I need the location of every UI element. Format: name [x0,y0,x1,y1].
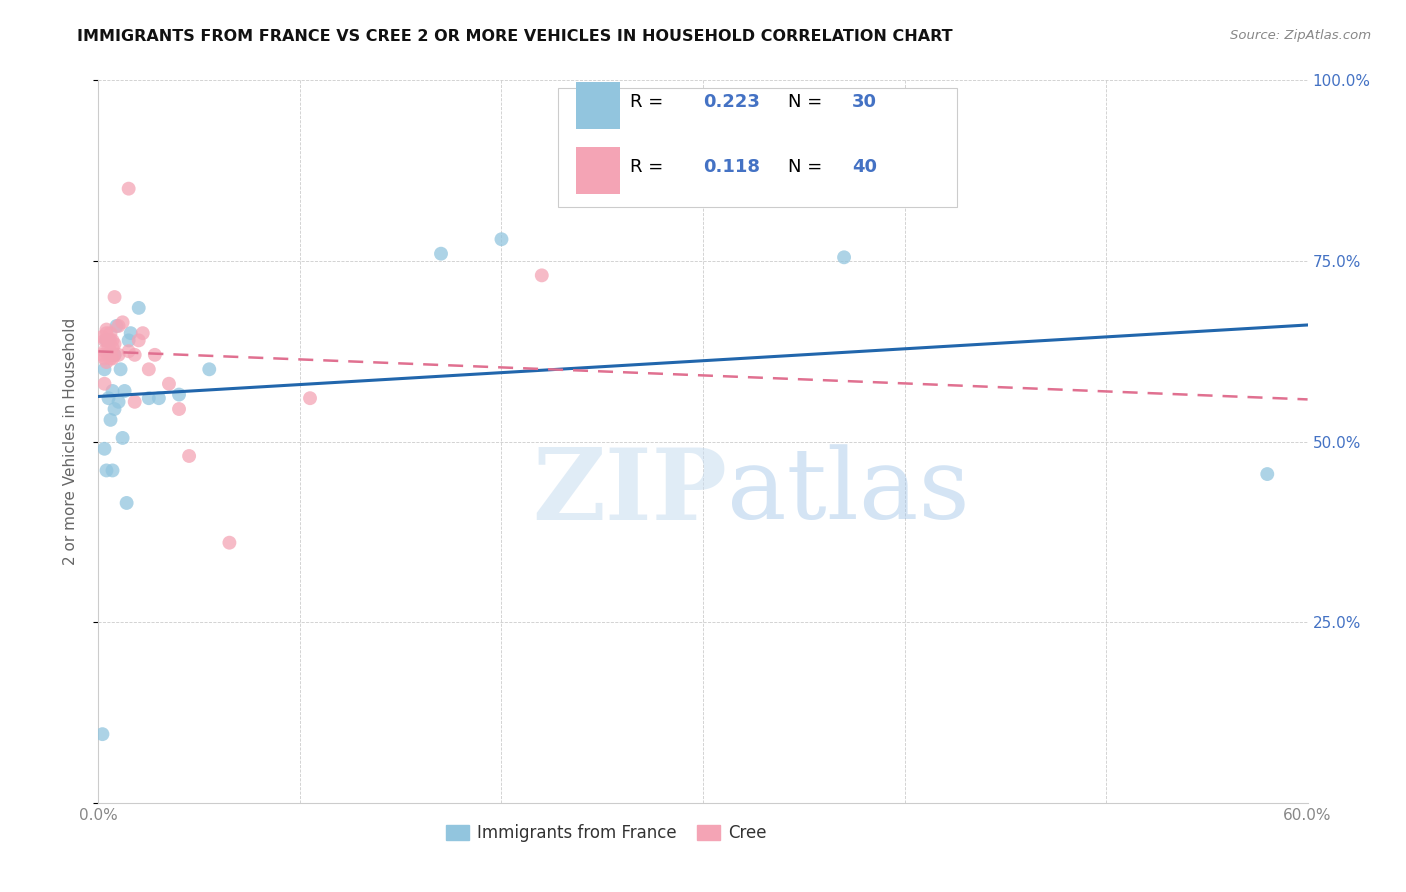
Point [96,463,118,477]
Text: N =: N = [787,158,828,176]
Point [91,348,114,362]
Point [179,449,201,463]
Point [530,268,553,283]
Point [124,348,146,362]
Point [101,463,124,477]
Point [128,301,150,315]
Point [103,402,125,417]
Point [93,362,115,376]
Point [103,337,125,351]
Point [132,326,155,340]
Point [299,391,322,405]
Point [101,351,124,366]
Point [120,326,142,340]
Point [100,326,122,340]
Point [91,330,114,344]
Point [218,535,240,549]
Point [103,348,125,362]
Point [103,290,125,304]
Text: 0.118: 0.118 [703,158,761,176]
Point [198,362,221,376]
Point [1256,467,1278,481]
Point [111,315,134,329]
Text: R =: R = [630,158,675,176]
Point [100,413,122,427]
Text: atlas: atlas [727,444,970,540]
Point [100,348,122,362]
Point [107,348,129,362]
Text: N =: N = [787,93,828,111]
Point [115,496,138,510]
Point [96,334,118,348]
Point [100,344,122,359]
Point [100,351,122,366]
Point [97,341,120,355]
Point [101,384,124,398]
Point [118,344,141,359]
Point [430,246,453,260]
Point [93,376,115,391]
FancyBboxPatch shape [576,82,620,128]
Point [118,334,141,348]
Point [107,318,129,333]
Point [97,348,120,362]
Point [103,348,125,362]
Text: 0.223: 0.223 [703,93,759,111]
Point [124,394,146,409]
Point [110,362,132,376]
Point [93,344,115,359]
FancyBboxPatch shape [576,147,620,194]
Point [138,362,160,376]
Text: Source: ZipAtlas.com: Source: ZipAtlas.com [1230,29,1371,42]
Point [105,318,128,333]
Point [93,334,115,348]
Text: 40: 40 [852,158,877,176]
Point [100,334,122,348]
Point [93,351,115,366]
FancyBboxPatch shape [558,87,957,207]
Text: 30: 30 [852,93,877,111]
Text: ZIP: ZIP [533,443,727,541]
Point [167,387,190,401]
Point [96,334,118,348]
Point [96,355,118,369]
Point [91,727,114,741]
Point [114,384,136,398]
Point [97,391,120,405]
Point [96,322,118,336]
Point [157,376,180,391]
Point [118,182,141,196]
Point [97,334,120,348]
Point [101,334,124,348]
Point [167,402,190,417]
Point [97,334,120,348]
Point [107,394,129,409]
Text: R =: R = [630,93,669,111]
Point [128,334,150,348]
Point [143,348,166,362]
Point [96,326,118,340]
Legend: Immigrants from France, Cree: Immigrants from France, Cree [439,817,773,848]
Point [101,341,124,355]
Point [111,431,134,445]
Point [832,250,855,264]
Y-axis label: 2 or more Vehicles in Household: 2 or more Vehicles in Household [63,318,77,566]
Text: IMMIGRANTS FROM FRANCE VS CREE 2 OR MORE VEHICLES IN HOUSEHOLD CORRELATION CHART: IMMIGRANTS FROM FRANCE VS CREE 2 OR MORE… [77,29,953,44]
Point [148,391,170,405]
Point [491,232,513,246]
Point [93,442,115,456]
Point [138,391,160,405]
